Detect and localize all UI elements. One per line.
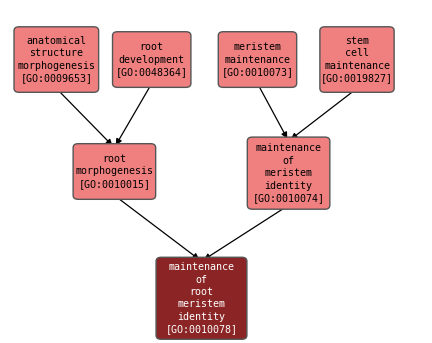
- FancyBboxPatch shape: [156, 257, 247, 339]
- Text: maintenance
of
root
meristem
identity
[GO:0010078]: maintenance of root meristem identity [G…: [165, 262, 238, 334]
- Text: stem
cell
maintenance
[GO:0019827]: stem cell maintenance [GO:0019827]: [321, 36, 393, 83]
- FancyBboxPatch shape: [218, 32, 297, 87]
- Text: root
morphogenesis
[GO:0010015]: root morphogenesis [GO:0010015]: [76, 154, 153, 189]
- FancyBboxPatch shape: [73, 144, 156, 199]
- Text: root
development
[GO:0048364]: root development [GO:0048364]: [116, 42, 188, 77]
- FancyBboxPatch shape: [112, 32, 191, 87]
- Text: maintenance
of
meristem
identity
[GO:0010074]: maintenance of meristem identity [GO:001…: [253, 143, 324, 203]
- Text: anatomical
structure
morphogenesis
[GO:0009653]: anatomical structure morphogenesis [GO:0…: [17, 36, 95, 83]
- FancyBboxPatch shape: [14, 27, 98, 92]
- FancyBboxPatch shape: [247, 137, 330, 209]
- Text: meristem
maintenance
[GO:0010073]: meristem maintenance [GO:0010073]: [222, 42, 293, 77]
- FancyBboxPatch shape: [320, 27, 394, 92]
